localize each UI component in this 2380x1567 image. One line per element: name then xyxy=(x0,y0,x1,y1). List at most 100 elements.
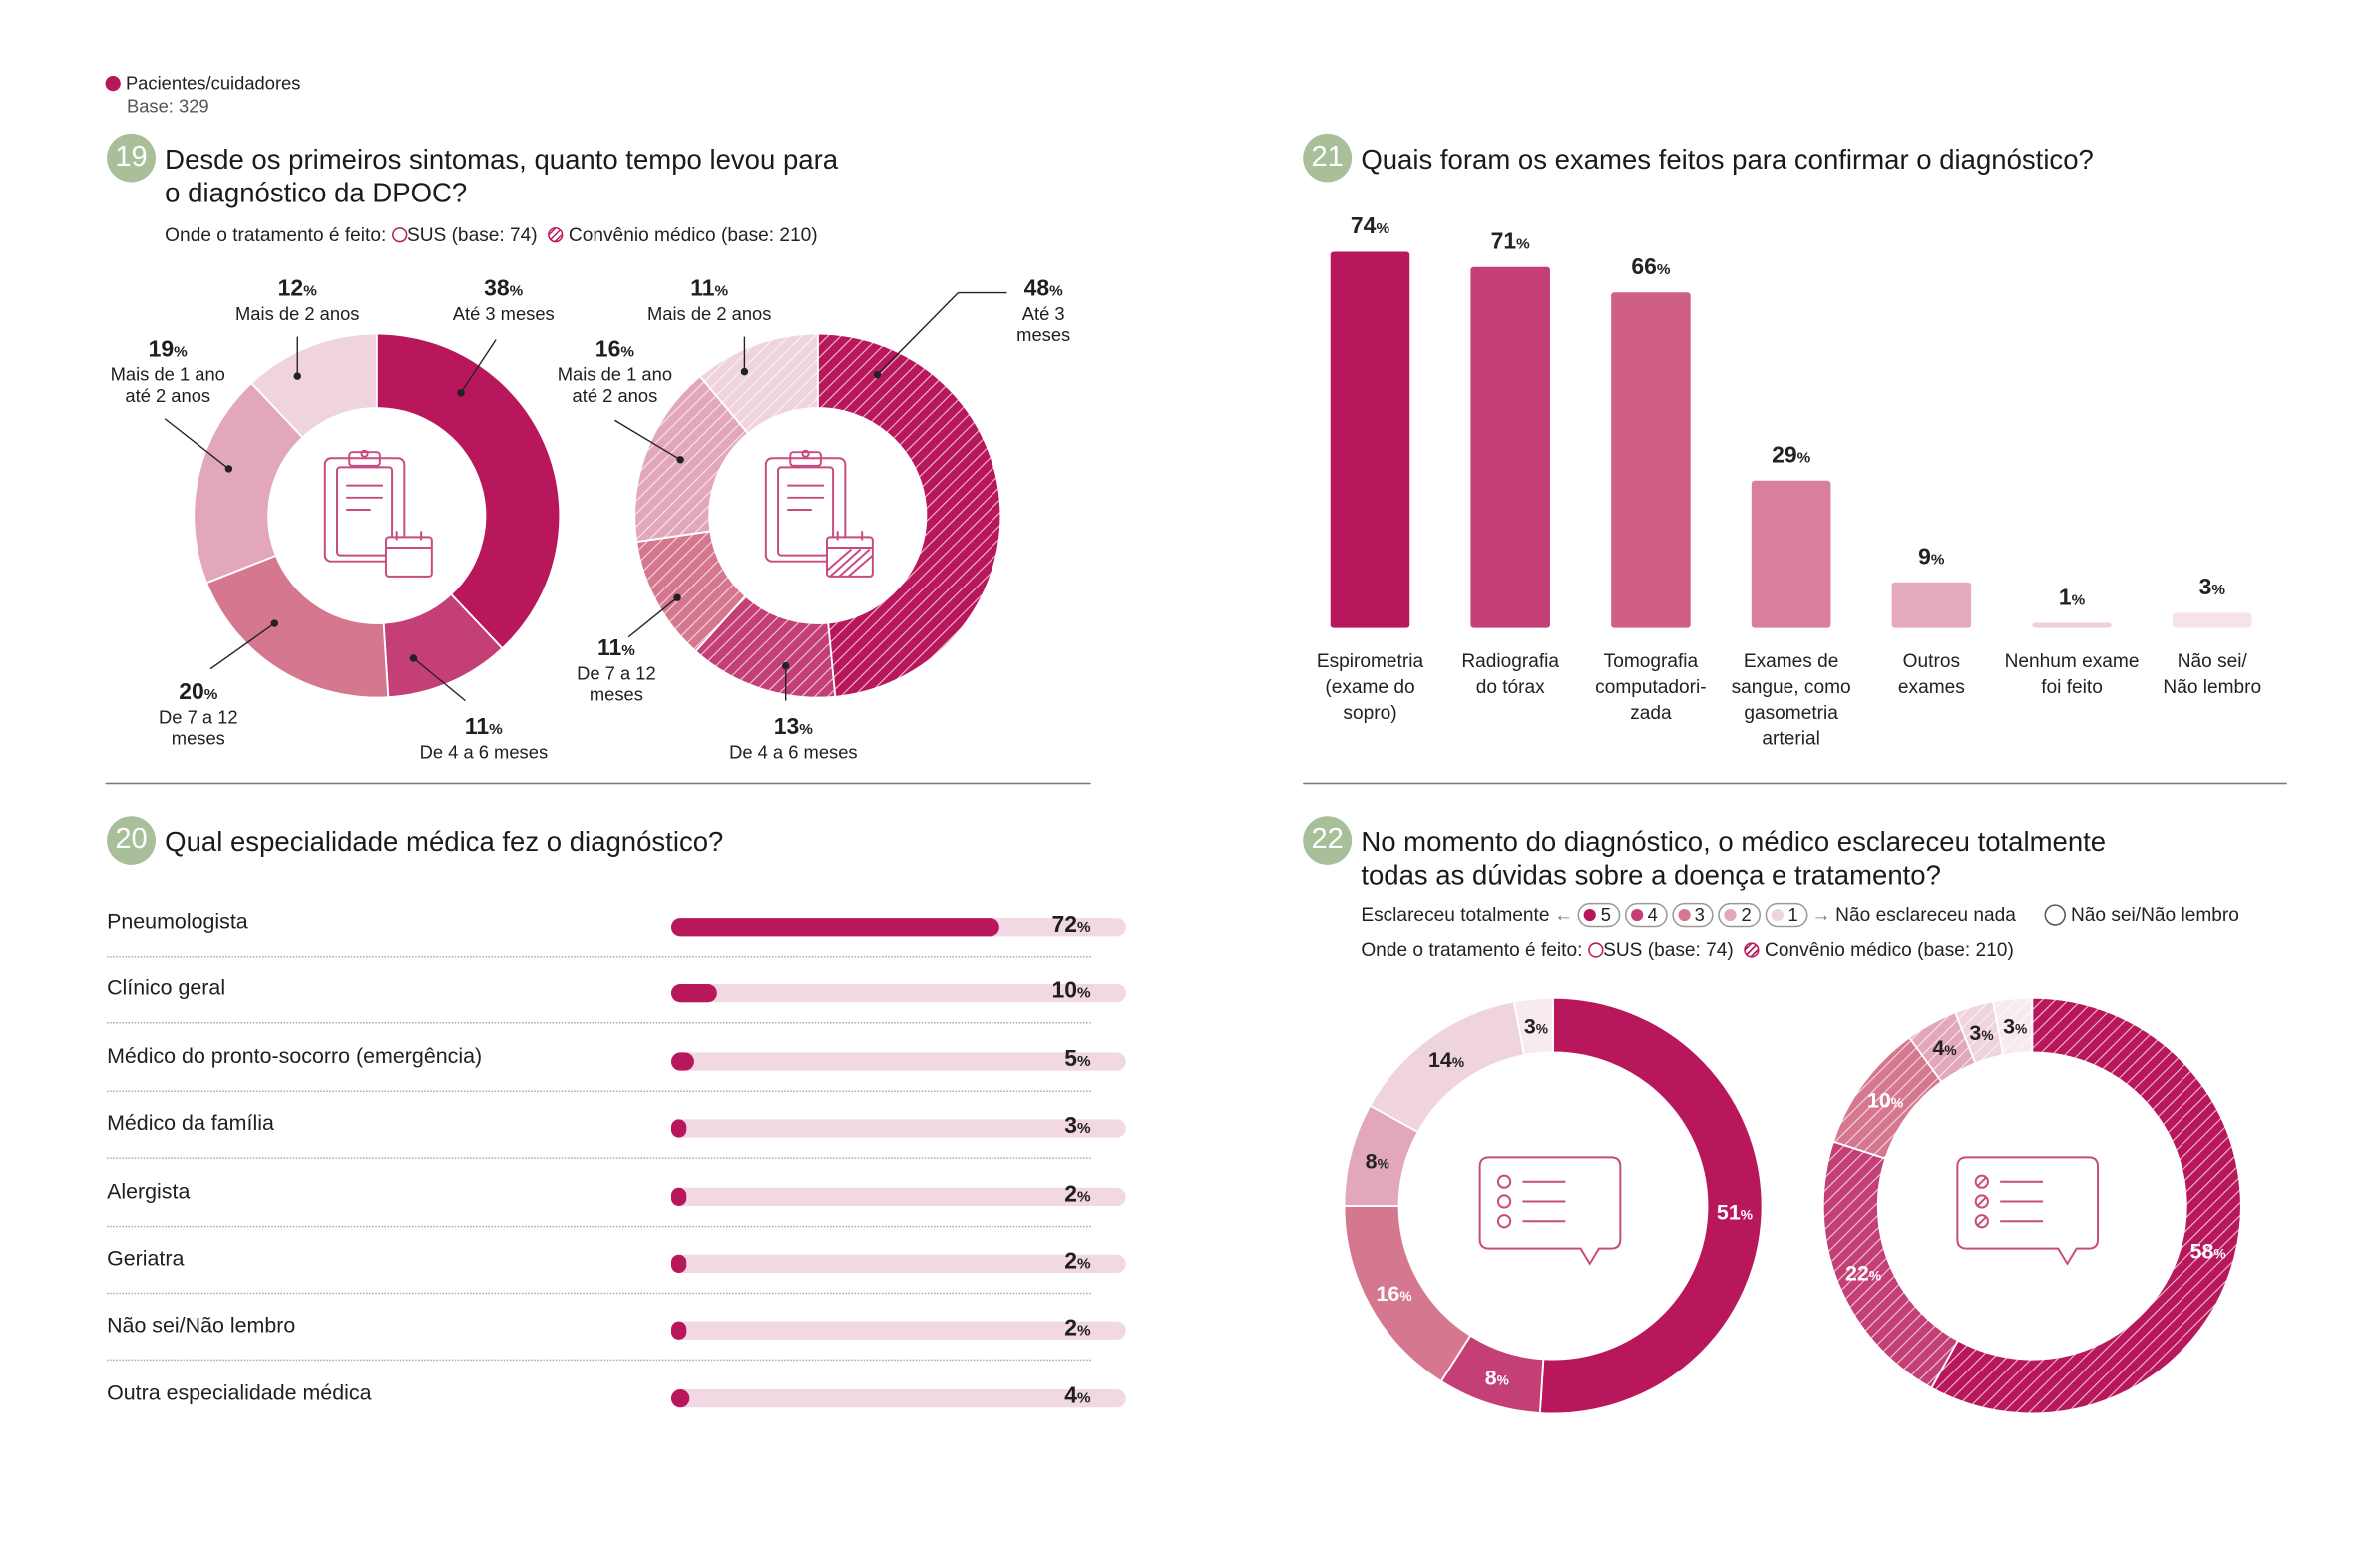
q22-sus-pct-5: 3% xyxy=(1524,1015,1548,1039)
scale-pill-1: 1 xyxy=(1765,902,1807,928)
convenio-swatch xyxy=(1744,942,1760,958)
question-title-19-line2: o diagnóstico da DPOC? xyxy=(165,177,468,208)
arrow-right-icon: → xyxy=(1811,904,1831,926)
q19-treatment-legend: Onde o tratamento é feito: SUS (base: 74… xyxy=(165,224,818,245)
q21-bar-3 xyxy=(1751,480,1831,628)
q21-bar-5 xyxy=(2032,622,2112,628)
q22-scale-legend: Esclareceu totalmente ← 5 4 3 2 1 → Não escl… xyxy=(1361,902,2239,928)
question-title-22-line2: todas as dúvidas sobre a doença e tratam… xyxy=(1361,860,1941,891)
clipboard-calendar-hatched-icon xyxy=(764,449,874,578)
q20-value: 2% xyxy=(1064,1316,1091,1342)
dont-know-swatch xyxy=(2044,904,2067,926)
q21-bar-2 xyxy=(1611,292,1691,628)
q21-bar-1 xyxy=(1470,266,1550,628)
q21-value-0: 74% xyxy=(1351,212,1390,238)
q20-bar-track xyxy=(670,1052,1126,1071)
q22-sus-pct-4: 14% xyxy=(1428,1048,1464,1072)
q20-value: 10% xyxy=(1051,979,1091,1005)
q22-convenio-donut xyxy=(1821,996,2242,1415)
q19-convenio-slice-hatch-1 xyxy=(695,595,836,698)
q21-bar-4 xyxy=(1891,582,1972,628)
q20-bar-track xyxy=(670,1322,1126,1341)
question-number-21: 21 xyxy=(1303,133,1353,183)
q21-value-2: 66% xyxy=(1631,253,1671,279)
q20-value: 72% xyxy=(1051,912,1091,938)
q19-sus-label-1a2: 19% Mais de 1 ano até 2 anos xyxy=(110,336,225,407)
q20-row: Clínico geral 10% xyxy=(107,976,1126,1042)
question-title-19-line1: Desde os primeiros sintomas, quanto temp… xyxy=(165,144,839,175)
q19-sus-label-ate3: 38% Até 3 meses xyxy=(452,275,555,325)
q22-treatment-legend: Onde o tratamento é feito: SUS (base: 74… xyxy=(1361,939,2014,960)
q22-sus-label: SUS (base: 74) xyxy=(1603,939,1734,961)
question-title-22-line1: No momento do diagnóstico, o médico escl… xyxy=(1361,826,2107,858)
q20-bar-fill xyxy=(670,1187,687,1206)
q19-leader-lines xyxy=(164,291,1007,702)
q19-sus-slice-4 xyxy=(249,332,378,439)
q22-convenio-pct-5: 3% xyxy=(2003,1015,2027,1039)
q22-convenio-slice-hatch-2 xyxy=(1833,1037,1942,1159)
q20-row-label: Outra especialidade médica xyxy=(107,1379,372,1404)
chat-list-hatched-icon xyxy=(1956,1156,2100,1266)
q19-convenio-donut xyxy=(633,332,1002,699)
scale-pill-label: 3 xyxy=(1694,904,1705,926)
question-title-19: Desde os primeiros sintomas, quanto temp… xyxy=(165,143,838,209)
q19-sus-label-mais2: 12% Mais de 2 anos xyxy=(235,275,360,325)
q19-conv-label-1a2: 16% Mais de 1 ano até 2 anos xyxy=(557,336,673,407)
q22-sus-donut xyxy=(1343,996,1764,1415)
q20-value: 2% xyxy=(1064,1181,1091,1207)
scale-pill-label: 1 xyxy=(1787,904,1798,926)
question-title-21: Quais foram os exames feitos para confir… xyxy=(1361,144,2094,175)
q19-sus-label-7a12: 20% De 7 a 12 meses xyxy=(159,679,238,750)
q20-bar-track xyxy=(670,1119,1126,1138)
q21-category-label-4: Outros exames xyxy=(1898,651,1965,698)
q20-row-label: Geriatra xyxy=(107,1245,185,1270)
q19-conv-label-ate3: 48% Até 3 meses xyxy=(1016,275,1071,346)
sus-swatch xyxy=(1587,942,1604,958)
q22-sus-pct-1: 8% xyxy=(1485,1367,1509,1390)
question-number-22: 22 xyxy=(1303,816,1353,865)
arrow-left-icon: ← xyxy=(1554,904,1574,926)
q20-value: 4% xyxy=(1064,1382,1091,1409)
scale-pill-label: 4 xyxy=(1647,904,1658,926)
q21-value-4: 9% xyxy=(1918,544,1945,570)
q19-sus-label-4a6: 11% De 4 a 6 meses xyxy=(419,714,549,763)
scale-left-label: Esclareceu totalmente xyxy=(1361,904,1550,926)
q19-sus-slice-0 xyxy=(375,332,562,650)
legend-label: Pacientes/cuidadores xyxy=(125,72,301,95)
scale-pill-label: 5 xyxy=(1600,904,1611,926)
q22-convenio-slice-hatch-0 xyxy=(1931,997,2241,1414)
row-separator xyxy=(107,1090,1091,1092)
scale-pill-dot xyxy=(1724,908,1737,922)
scale-pills: 5 4 3 2 1 xyxy=(1577,902,1807,928)
q22-convenio-slice-hatch-1 xyxy=(1822,1141,1958,1388)
scale-pill-dot xyxy=(1771,908,1784,922)
q20-row-label: Alergista xyxy=(107,1178,191,1203)
q20-bar-fill xyxy=(670,1322,687,1341)
q21-bar-6 xyxy=(2173,612,2252,628)
row-separator xyxy=(107,1292,1091,1295)
scale-pill-dot xyxy=(1583,908,1597,922)
row-separator xyxy=(107,1022,1091,1025)
q21-category-label-0: Espirometria (exame do sopro) xyxy=(1317,651,1424,724)
sus-swatch xyxy=(391,227,407,243)
scale-pill-label: 2 xyxy=(1741,904,1752,926)
q20-row: Alergista 2% xyxy=(107,1178,1126,1245)
q20-bar-track xyxy=(670,918,1126,937)
q21-category-label-3: Exames de sangue, como gasometria arterial xyxy=(1732,651,1851,750)
scale-pill-5: 5 xyxy=(1577,902,1621,928)
q21-category-label-2: Tomografia computadori-zada xyxy=(1595,651,1706,724)
q22-convenio-pct-4: 3% xyxy=(1969,1021,1993,1045)
q22-convenio-pct-1: 22% xyxy=(1845,1261,1881,1285)
q20-bar-fill xyxy=(670,984,717,1003)
q19-convenio-slice-hatch-4 xyxy=(699,333,818,434)
q19-charts xyxy=(164,291,1007,702)
section-divider xyxy=(105,782,1091,785)
q20-row: Não sei/Não lembro 2% xyxy=(107,1313,1126,1379)
q19-convenio-slice-hatch-2 xyxy=(636,531,746,652)
scale-pill-3: 3 xyxy=(1671,902,1715,928)
row-separator xyxy=(107,956,1091,958)
q19-convenio-slice-hatch-0 xyxy=(817,333,1001,697)
q19-sus-slice-3 xyxy=(193,381,304,585)
dont-know-label: Não sei/Não lembro xyxy=(2070,904,2239,926)
